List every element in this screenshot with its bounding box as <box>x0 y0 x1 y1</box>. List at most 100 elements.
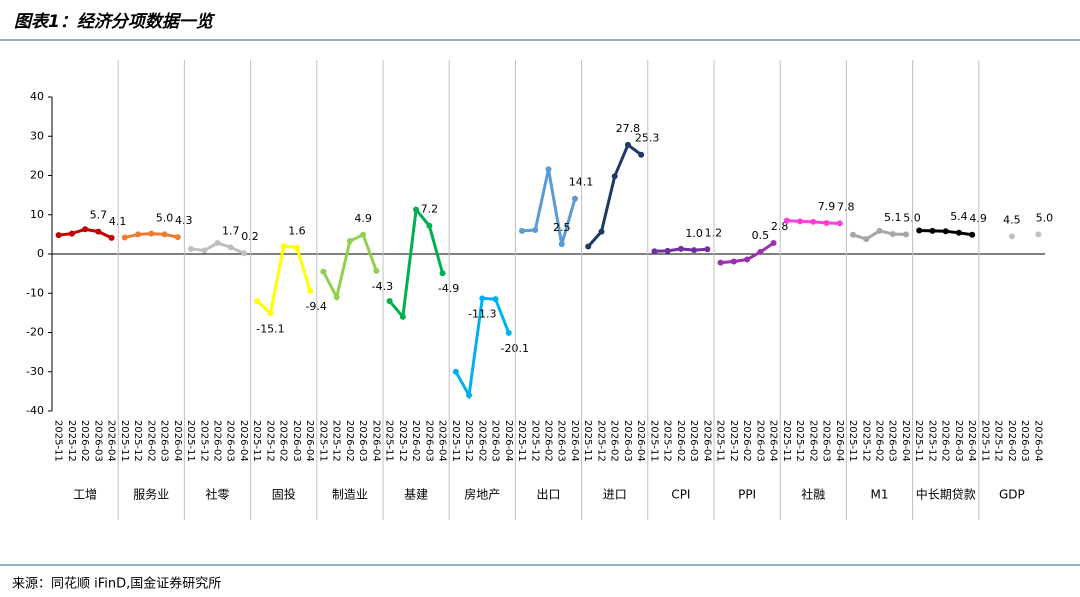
point <box>201 247 208 254</box>
x-tick-label: 2025-11 <box>251 420 262 462</box>
x-tick-label: 2025-11 <box>53 420 64 462</box>
x-tick-label: 2025-11 <box>516 420 527 462</box>
point <box>797 218 804 225</box>
point <box>611 173 618 180</box>
series-line <box>322 232 378 302</box>
x-tick-label: 2026-03 <box>490 420 501 462</box>
point <box>916 227 923 234</box>
data-label: -9.4 <box>305 300 326 313</box>
point <box>267 310 274 317</box>
group-label: 工增 <box>73 488 97 502</box>
point <box>188 245 195 252</box>
data-label: 5.7 <box>90 209 108 222</box>
data-label: 7.2 <box>421 203 439 216</box>
y-tick-label: -40 <box>26 404 44 417</box>
x-tick-label: 2025-12 <box>66 420 77 462</box>
point <box>704 246 711 253</box>
series-line <box>256 244 312 317</box>
x-tick-label: 2025-11 <box>648 420 659 462</box>
x-tick-label: 2026-03 <box>1019 420 1030 462</box>
y-tick-label: -10 <box>26 286 44 299</box>
data-label: 0.5 <box>752 229 770 242</box>
x-tick-label: 2026-04 <box>900 420 911 462</box>
point <box>68 230 75 237</box>
x-tick-label: 2026-03 <box>887 420 898 462</box>
x-tick-label: 2026-02 <box>212 420 223 462</box>
x-tick-label: 2026-02 <box>145 420 156 462</box>
point <box>757 249 764 256</box>
point <box>902 231 909 238</box>
y-tick-label: 30 <box>30 129 44 142</box>
group-label: GDP <box>999 488 1025 502</box>
x-tick-label: 2026-02 <box>278 420 289 462</box>
x-tick-label: 2026-03 <box>821 420 832 462</box>
x-tick-label: 2026-02 <box>741 420 752 462</box>
x-tick-label: 2026-03 <box>92 420 103 462</box>
point <box>1008 233 1015 240</box>
point <box>399 313 406 320</box>
group-label: 制造业 <box>332 488 368 502</box>
x-tick-label: 2025-11 <box>781 420 792 462</box>
point <box>95 228 102 235</box>
data-label: 2.8 <box>771 220 789 233</box>
x-tick-label: 2026-03 <box>953 420 964 462</box>
x-tick-label: 2026-03 <box>291 420 302 462</box>
point <box>307 287 314 294</box>
group-label: 房地产 <box>464 487 500 502</box>
data-label: 1.0 <box>685 227 703 240</box>
point <box>439 270 446 277</box>
x-tick-label: 2025-12 <box>132 420 143 462</box>
x-tick-label: 2025-11 <box>847 420 858 462</box>
y-tick-label: -30 <box>26 365 44 378</box>
point <box>55 232 62 239</box>
x-tick-label: 2026-04 <box>238 420 249 462</box>
point <box>836 220 843 227</box>
point <box>730 258 737 265</box>
x-tick-label: 2026-02 <box>79 420 90 462</box>
data-label: 2.5 <box>553 221 571 234</box>
y-tick-label: 20 <box>30 169 44 182</box>
point <box>876 227 883 234</box>
point <box>770 240 777 247</box>
x-tick-label: 2025-11 <box>450 420 461 462</box>
data-label: 4.9 <box>969 212 987 225</box>
point <box>638 151 645 158</box>
x-tick-label: 2025-12 <box>264 420 275 462</box>
x-tick-label: 2025-11 <box>185 420 196 462</box>
point <box>929 227 936 234</box>
point <box>413 206 420 213</box>
x-tick-label: 2026-04 <box>437 420 448 462</box>
x-tick-label: 2026-02 <box>874 420 885 462</box>
data-label: 7.8 <box>837 200 855 213</box>
data-label: -20.1 <box>501 342 529 355</box>
point <box>823 219 830 226</box>
x-tick-label: 2025-11 <box>913 420 924 462</box>
data-label: 1.6 <box>288 225 306 238</box>
x-tick-label: 2025-12 <box>529 420 540 462</box>
x-tick-label: 2025-12 <box>728 420 739 462</box>
x-tick-label: 2026-04 <box>635 420 646 462</box>
data-label: 0.2 <box>241 230 259 243</box>
point <box>691 247 698 254</box>
group-label: M1 <box>871 488 889 502</box>
data-label: -11.3 <box>468 307 496 320</box>
point <box>942 228 949 235</box>
point <box>664 247 671 254</box>
point <box>677 245 684 252</box>
point <box>863 236 870 243</box>
point <box>293 244 300 251</box>
point <box>135 231 142 238</box>
y-tick-label: -20 <box>26 326 44 339</box>
point <box>227 244 234 251</box>
point <box>373 267 380 274</box>
source: 来源：同花顺 iFinD,国金证券研究所 <box>12 576 221 592</box>
point <box>466 392 473 399</box>
group-label: 社融 <box>801 487 825 502</box>
point <box>889 230 896 237</box>
x-tick-label: 2026-02 <box>609 420 620 462</box>
x-tick-label: 2026-02 <box>476 420 487 462</box>
x-tick-label: 2025-11 <box>582 420 593 462</box>
x-tick-label: 2026-04 <box>1032 420 1043 462</box>
point <box>850 231 857 238</box>
y-tick-label: 0 <box>37 247 44 260</box>
